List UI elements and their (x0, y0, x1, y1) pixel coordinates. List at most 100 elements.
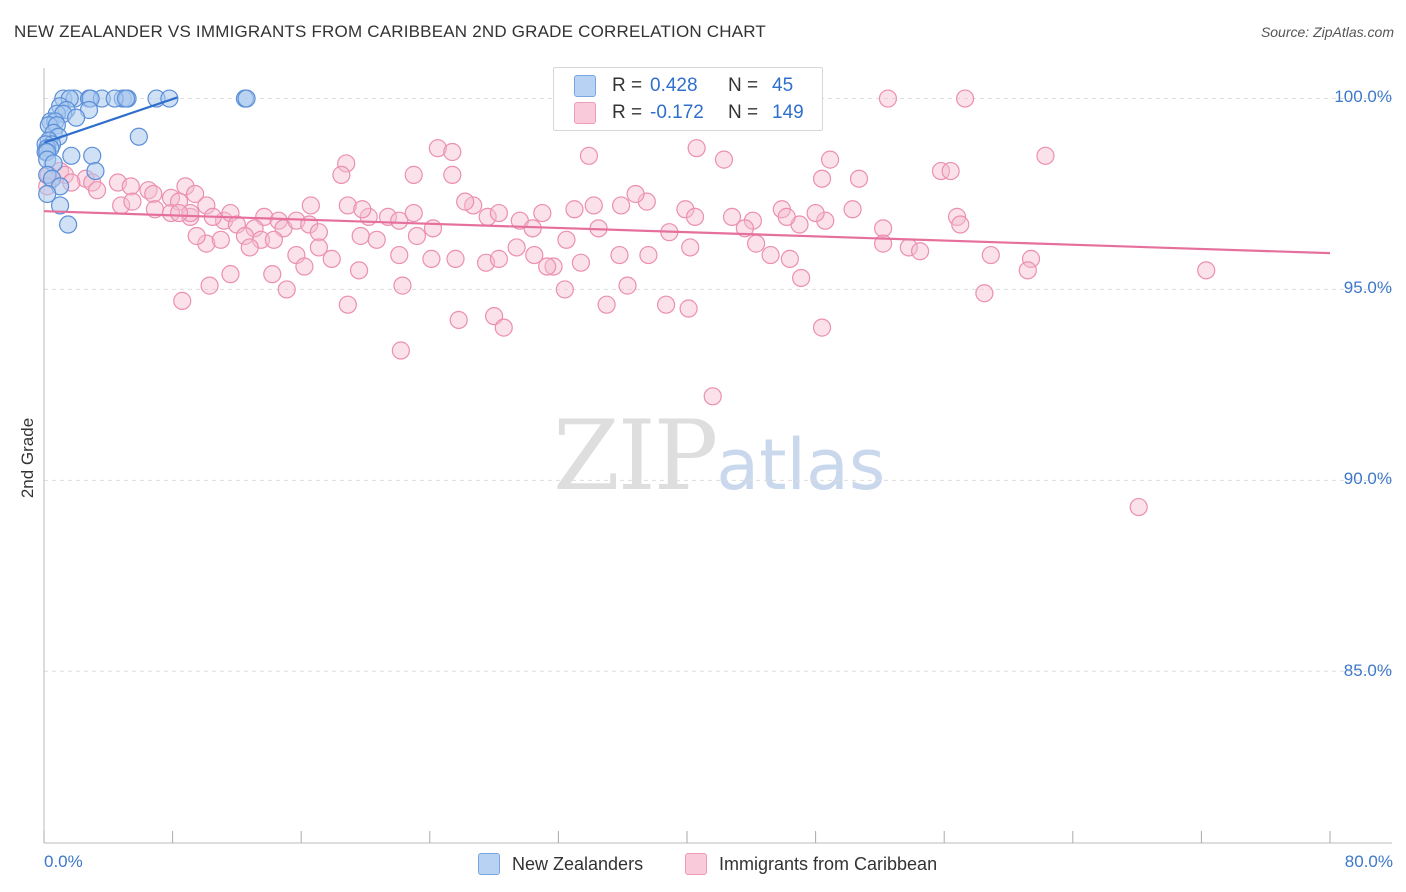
y-tick-label-95: 95.0% (1343, 278, 1392, 297)
caribbean-point (446, 249, 465, 268)
caribbean-point (144, 184, 163, 204)
legend-swatch-blue (478, 853, 500, 875)
caribbean-point (812, 318, 832, 337)
caribbean-point (597, 295, 616, 314)
legend-swatch-pink (685, 853, 707, 875)
new-zealander-point (83, 146, 102, 165)
watermark-atlas: atlas (716, 424, 886, 506)
legend-label: New Zealanders (512, 853, 644, 874)
x-tick-label-max: 80.0% (1344, 852, 1393, 871)
caribbean-point (565, 200, 584, 219)
caribbean-point (404, 203, 423, 223)
caribbean-point (679, 299, 698, 318)
caribbean-point (301, 196, 320, 215)
caribbean-point (975, 284, 994, 303)
caribbean-point (277, 280, 296, 299)
series-legend: New Zealanders Immigrants from Caribbean (0, 853, 1406, 877)
caribbean-point (390, 245, 409, 265)
caribbean-point (264, 230, 283, 249)
caribbean-point (681, 238, 700, 257)
caribbean-point (714, 150, 734, 169)
caribbean-point (816, 211, 835, 230)
caribbean-point (211, 230, 230, 249)
legend-item-new-zealanders[interactable]: New Zealanders (478, 853, 643, 875)
new-zealander-point (50, 196, 70, 215)
caribbean-point (309, 223, 328, 242)
legend-item-caribbean[interactable]: Immigrants from Caribbean (685, 853, 937, 875)
caribbean-point (391, 341, 410, 360)
legend-n-key: N = (728, 102, 759, 123)
legend-swatch-pink (574, 102, 596, 124)
legend-n-value: 149 (772, 102, 804, 123)
caribbean-point (351, 226, 370, 246)
caribbean-point (538, 257, 557, 276)
caribbean-point (200, 276, 219, 295)
caribbean-point (761, 245, 780, 265)
watermark: ZIPatlas (553, 400, 885, 512)
y-tick-label-100: 100.0% (1334, 87, 1392, 106)
caribbean-point (245, 219, 264, 238)
caribbean-point (197, 234, 216, 253)
caribbean-point (489, 203, 509, 223)
caribbean-point (544, 257, 563, 276)
caribbean-point (555, 280, 574, 299)
caribbean-point (735, 219, 754, 238)
caribbean-point (309, 238, 328, 257)
caribbean-point (571, 253, 591, 272)
y-axis-label: 2nd Grade (18, 417, 37, 499)
caribbean-point (1129, 497, 1148, 517)
caribbean-point (295, 257, 314, 276)
new-zealander-point (62, 146, 81, 165)
new-zealander-point (38, 184, 57, 204)
caribbean-point (353, 200, 372, 219)
x-tick-label-min: 0.0% (44, 852, 83, 871)
new-zealander-trend-line (44, 96, 178, 144)
caribbean-point (981, 245, 1000, 265)
caribbean-point (456, 192, 475, 211)
caribbean-point (611, 196, 631, 215)
caribbean-point (337, 154, 356, 173)
caribbean-point (843, 200, 862, 219)
correlation-legend: R = 0.428 N = 45 R = -0.172 N = 149 (553, 67, 823, 131)
caribbean-point (221, 265, 240, 284)
caribbean-point (722, 207, 742, 226)
caribbean-point (579, 146, 599, 165)
legend-label: Immigrants from Caribbean (719, 853, 938, 874)
caribbean-point (687, 139, 706, 158)
caribbean-point (332, 165, 351, 184)
new-zealander-point (160, 89, 179, 108)
caribbean-point (618, 276, 637, 295)
caribbean-point (685, 207, 705, 226)
caribbean-point (941, 161, 960, 181)
caribbean-point (951, 215, 970, 234)
caribbean-point (489, 249, 509, 268)
new-zealander-point (59, 215, 78, 234)
caribbean-point (423, 219, 443, 238)
legend-n-key: N = (728, 75, 759, 96)
caribbean-point (676, 200, 695, 219)
caribbean-point (792, 268, 811, 288)
caribbean-point (494, 318, 513, 337)
caribbean-point (878, 89, 898, 108)
source-label: Source: ZipAtlas.com (1260, 24, 1394, 40)
caribbean-point (820, 150, 840, 169)
caribbean-point (390, 211, 409, 230)
caribbean-point (449, 310, 468, 330)
caribbean-point (849, 169, 869, 188)
caribbean-point (557, 230, 576, 249)
legend-r-key: R = (612, 102, 643, 123)
legend-swatch-blue (574, 75, 596, 97)
caribbean-point (1197, 261, 1216, 280)
watermark-zip: ZIP (553, 400, 718, 512)
caribbean-point (1021, 249, 1041, 268)
caribbean-point (176, 177, 195, 196)
caribbean-point (186, 184, 205, 204)
y-tick-label-85: 85.0% (1343, 661, 1392, 680)
caribbean-point (393, 276, 412, 295)
caribbean-point (443, 142, 462, 162)
caribbean-point (812, 169, 832, 188)
caribbean-point (87, 181, 107, 200)
caribbean-point (626, 184, 645, 204)
new-zealander-point (237, 89, 256, 108)
